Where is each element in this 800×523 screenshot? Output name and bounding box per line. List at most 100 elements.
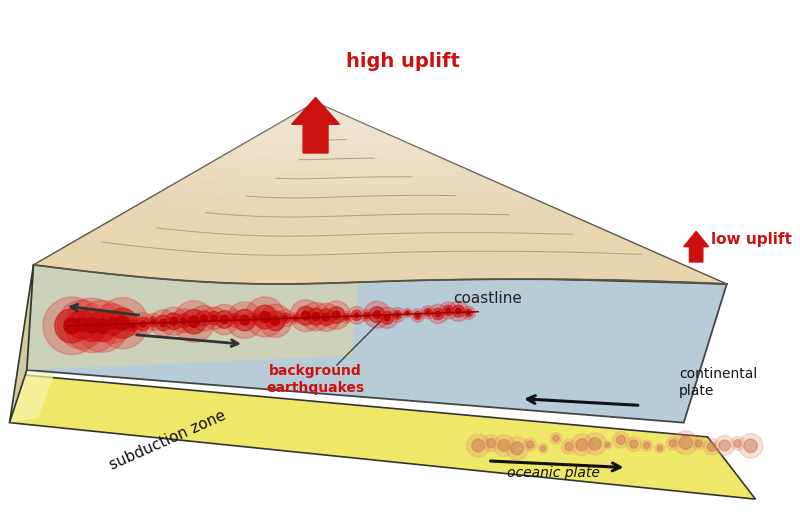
- Circle shape: [328, 307, 345, 324]
- Circle shape: [226, 310, 243, 327]
- Circle shape: [93, 304, 132, 343]
- Polygon shape: [10, 375, 755, 499]
- Circle shape: [443, 305, 454, 315]
- Circle shape: [351, 310, 362, 321]
- Circle shape: [165, 313, 182, 329]
- Circle shape: [348, 306, 366, 324]
- Circle shape: [354, 313, 359, 317]
- Polygon shape: [186, 103, 506, 186]
- Circle shape: [131, 313, 154, 335]
- Circle shape: [707, 442, 716, 451]
- Circle shape: [155, 315, 171, 331]
- Circle shape: [744, 439, 758, 452]
- Text: subduction zone: subduction zone: [107, 407, 228, 472]
- Circle shape: [472, 439, 485, 452]
- Polygon shape: [164, 103, 537, 200]
- Circle shape: [606, 442, 610, 447]
- Circle shape: [565, 442, 573, 451]
- Polygon shape: [272, 103, 379, 130]
- Circle shape: [363, 312, 370, 319]
- Circle shape: [145, 313, 162, 331]
- Circle shape: [466, 434, 490, 457]
- Circle shape: [148, 317, 158, 327]
- Circle shape: [604, 441, 612, 449]
- Circle shape: [312, 313, 320, 321]
- Circle shape: [576, 439, 588, 451]
- Circle shape: [67, 310, 96, 339]
- Circle shape: [393, 311, 402, 319]
- Circle shape: [486, 438, 496, 448]
- Circle shape: [302, 302, 330, 331]
- Polygon shape: [229, 103, 442, 158]
- Circle shape: [258, 304, 292, 337]
- Circle shape: [259, 312, 270, 323]
- Circle shape: [562, 439, 577, 454]
- Circle shape: [435, 311, 441, 316]
- Circle shape: [550, 433, 562, 444]
- Circle shape: [384, 315, 390, 321]
- Circle shape: [395, 313, 399, 317]
- Circle shape: [296, 306, 315, 325]
- Circle shape: [426, 310, 430, 314]
- Circle shape: [65, 298, 119, 353]
- Circle shape: [160, 320, 167, 326]
- Circle shape: [170, 317, 178, 325]
- Circle shape: [432, 308, 444, 320]
- Circle shape: [626, 437, 642, 451]
- Circle shape: [95, 319, 110, 333]
- Circle shape: [657, 446, 662, 451]
- Circle shape: [201, 315, 207, 322]
- Circle shape: [644, 442, 650, 449]
- Circle shape: [540, 446, 546, 451]
- Circle shape: [197, 311, 211, 326]
- Circle shape: [116, 316, 130, 330]
- FancyArrow shape: [684, 231, 709, 262]
- Polygon shape: [10, 265, 34, 423]
- Circle shape: [381, 312, 394, 324]
- Circle shape: [526, 441, 534, 448]
- Circle shape: [414, 312, 422, 320]
- Circle shape: [150, 310, 177, 336]
- Circle shape: [281, 313, 290, 323]
- Text: low uplift: low uplift: [710, 232, 791, 246]
- Circle shape: [453, 305, 464, 317]
- Text: background
earthquakes: background earthquakes: [266, 365, 365, 395]
- Circle shape: [446, 308, 450, 313]
- Circle shape: [405, 310, 410, 316]
- Circle shape: [123, 316, 142, 335]
- Circle shape: [247, 311, 262, 325]
- Circle shape: [107, 308, 138, 338]
- Circle shape: [254, 305, 277, 329]
- Circle shape: [456, 309, 461, 314]
- Circle shape: [589, 438, 601, 450]
- Circle shape: [54, 309, 89, 343]
- Circle shape: [679, 436, 692, 449]
- Circle shape: [230, 313, 240, 324]
- Circle shape: [207, 312, 221, 325]
- Circle shape: [250, 314, 259, 322]
- Circle shape: [369, 306, 385, 323]
- Circle shape: [101, 312, 124, 335]
- Circle shape: [140, 321, 146, 327]
- Circle shape: [482, 435, 499, 451]
- Circle shape: [366, 314, 369, 317]
- Circle shape: [523, 438, 537, 451]
- Circle shape: [191, 305, 217, 331]
- Polygon shape: [10, 370, 55, 423]
- Circle shape: [270, 316, 280, 325]
- Circle shape: [232, 316, 237, 321]
- Circle shape: [374, 311, 381, 319]
- Circle shape: [85, 318, 99, 333]
- Circle shape: [416, 314, 419, 317]
- Text: continental
plate: continental plate: [679, 367, 758, 397]
- Circle shape: [58, 300, 106, 349]
- Circle shape: [203, 307, 226, 329]
- Text: oceanic plate: oceanic plate: [507, 467, 600, 480]
- Circle shape: [406, 312, 409, 314]
- Polygon shape: [207, 103, 474, 172]
- Circle shape: [666, 437, 679, 450]
- Circle shape: [220, 315, 229, 324]
- Circle shape: [234, 309, 255, 331]
- Circle shape: [424, 308, 432, 316]
- Circle shape: [277, 310, 294, 326]
